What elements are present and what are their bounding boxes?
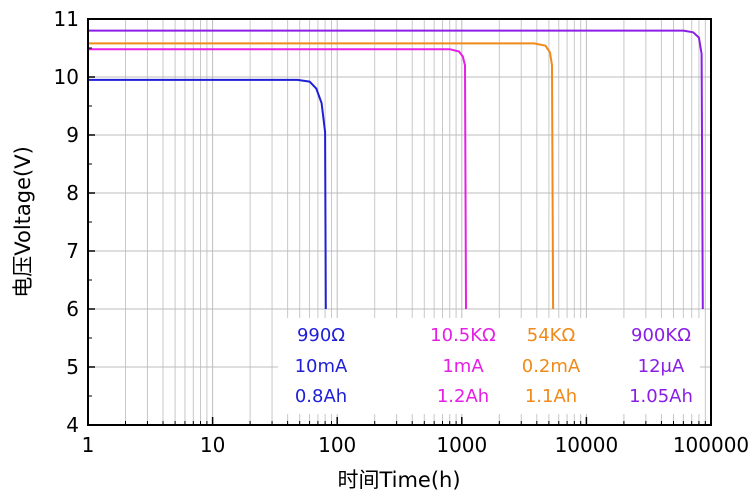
x-tick-label: 10: [200, 433, 225, 457]
x-axis-title: 时间Time(h): [337, 468, 460, 492]
y-tick-label: 4: [66, 413, 79, 437]
y-tick-label: 5: [66, 355, 79, 379]
annotations: 990Ω 10mA 0.8Ah 10.5KΩ 1mA 1.2Ah 54KΩ 0.2mA 1.1A…: [295, 325, 693, 407]
series-line-3: [88, 42, 555, 310]
x-tick-label: 100: [318, 433, 356, 457]
x-tick-label: 1000: [436, 433, 487, 457]
annotation-3-line-1: 54KΩ: [527, 325, 576, 346]
annotation-3-line-2: 0.2mA: [522, 356, 581, 377]
y-axis-title: 电压Voltage(V): [11, 146, 35, 298]
annotation-1-line-1: 990Ω: [297, 325, 345, 346]
x-tick-label: 10000: [555, 433, 619, 457]
annotation-1-line-3: 0.8Ah: [295, 386, 347, 407]
y-tick-label: 6: [66, 297, 79, 321]
y-tick-label: 9: [66, 123, 79, 147]
x-tick-label: 100000: [673, 433, 749, 457]
y-tick-label: 8: [66, 181, 79, 205]
annotation-1-line-2: 10mA: [295, 356, 348, 377]
annotation-2-line-3: 1.2Ah: [437, 386, 489, 407]
annotation-2-line-1: 10.5KΩ: [430, 325, 496, 346]
annotation-4-line-3: 1.05Ah: [629, 386, 693, 407]
series-line-2: [88, 48, 467, 310]
annotation-box: [278, 318, 700, 414]
series-line-1: [88, 78, 327, 310]
annotation-3-line-3: 1.1Ah: [525, 386, 577, 407]
ticks: 1 10 100 1000 10000 100000 4 5 6 7 8 9 10 11: [54, 7, 750, 457]
x-tick-label: 1: [82, 433, 95, 457]
y-tick-label: 11: [54, 7, 79, 31]
series-line-4: [88, 29, 704, 310]
annotation-4-line-2: 12μA: [638, 356, 685, 377]
y-tick-label: 10: [54, 65, 79, 89]
y-tick-label: 7: [66, 239, 79, 263]
annotation-4-line-1: 900KΩ: [631, 325, 691, 346]
series-group: [88, 29, 704, 310]
annotation-2-line-2: 1mA: [442, 356, 484, 377]
